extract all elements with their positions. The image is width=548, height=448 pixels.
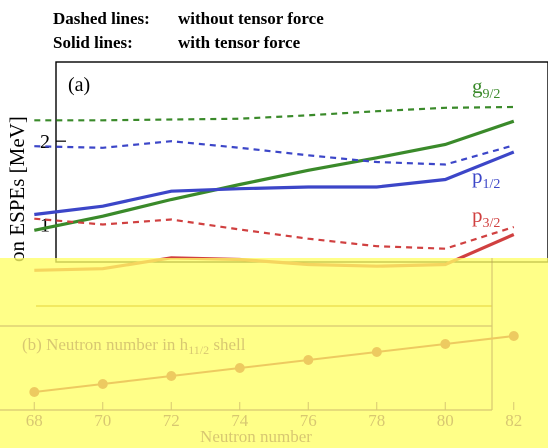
legend-solid-key: Solid lines: [53, 33, 133, 52]
series-label-p3-2: p3/2 [472, 203, 500, 231]
x-tick-label-82: 82 [505, 411, 522, 430]
panel-b-point-82 [508, 331, 519, 341]
panel-b-point-72 [166, 371, 177, 381]
x-tick-label-72: 72 [163, 411, 180, 430]
series-label-p1-2: p1/2 [472, 164, 500, 192]
panel-b-point-80 [440, 339, 451, 349]
y-tick-label-1: 2 [40, 131, 50, 153]
legend-dashed-key: Dashed lines: [53, 9, 150, 28]
panel-b-point-74 [234, 363, 245, 373]
series-label-g9-2: g9/2 [472, 74, 500, 102]
x-tick-label-68: 68 [26, 411, 43, 430]
x-tick-label-74: 74 [231, 411, 249, 430]
panel-b-title: (b) Neutron number in h11/2 shell [22, 335, 246, 357]
panel-b-ticks: 68 70 72 74 76 78 80 82 [26, 402, 522, 430]
panel-a-label: (a) [68, 74, 90, 96]
panel-b-point-78 [371, 347, 382, 357]
x-tick-label-78: 78 [368, 411, 385, 430]
panel-b-line [34, 335, 514, 393]
series-p3-2-dashed [34, 217, 515, 250]
panel-b-point-70 [97, 379, 108, 389]
panel-a: (a) on ESPEs [MeV] 1 2 g9/2 p1/2 p3/2 [5, 61, 548, 272]
y-axis-label: on ESPEs [MeV] [5, 116, 29, 262]
panel-b-series [29, 331, 519, 397]
highlight-overlay [0, 258, 548, 448]
x-axis-label: Neutron number [200, 427, 312, 446]
panel-a-series-labels: g9/2 p1/2 p3/2 [472, 74, 500, 231]
panel-b-point-76 [303, 355, 314, 365]
legend-header: Dashed lines: without tensor force Solid… [53, 9, 324, 52]
legend-solid-desc: with tensor force [178, 33, 301, 52]
panel-b: (b) Neutron number in h11/2 shell 68 70 72… [0, 258, 522, 446]
series-p1-2-dashed [34, 140, 515, 166]
series-g9-2-dashed [34, 105, 514, 122]
y-tick-label-0: 1 [40, 215, 50, 237]
x-tick-label-80: 80 [437, 411, 454, 430]
series-p1-2-solid [34, 150, 515, 217]
series-g9-2-solid [33, 119, 515, 232]
panel-b-point-68 [29, 387, 40, 397]
panel-a-series [33, 105, 515, 272]
legend-dashed-desc: without tensor force [178, 9, 324, 28]
x-tick-label-76: 76 [300, 411, 317, 430]
x-tick-label-70: 70 [94, 411, 111, 430]
